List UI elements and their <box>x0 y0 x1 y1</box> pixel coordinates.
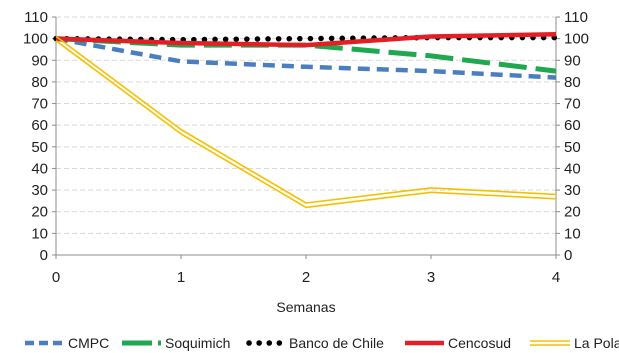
series-la-polar-line-1 <box>55 35 557 204</box>
legend-item-banco-de-chile: Banco de Chile <box>243 333 384 353</box>
legend-item-la-polar: La Polar <box>528 333 619 353</box>
series-la-polar-line-2 <box>55 40 557 209</box>
right-y-tick-label: 10 <box>564 225 581 242</box>
x-axis-ticks: 0 1 2 3 4 <box>52 255 560 286</box>
x-tick-label: 2 <box>302 269 310 286</box>
right-y-tick-label: 50 <box>564 139 581 156</box>
legend-swatch-cmpc <box>25 340 64 346</box>
x-axis-title: Semanas <box>276 299 335 315</box>
legend-label: CMPC <box>68 335 110 351</box>
left-y-tick-label: 20 <box>31 204 48 221</box>
x-tick-label: 4 <box>552 269 560 286</box>
right-y-tick-label: 0 <box>564 247 572 264</box>
legend-label: La Polar <box>574 335 619 351</box>
right-y-tick-label: 20 <box>564 204 581 221</box>
x-tick-label: 3 <box>427 269 435 286</box>
legend-label: Banco de Chile <box>289 335 384 351</box>
left-y-tick-label: 110 <box>24 9 48 26</box>
legend-item-cmpc: CMPC <box>22 333 109 353</box>
left-y-tick-label: 90 <box>31 52 48 69</box>
left-y-tick-label: 60 <box>31 117 48 134</box>
right-y-tick-label: 40 <box>564 160 581 177</box>
left-y-tick-label: 40 <box>31 160 48 177</box>
right-y-tick-label: 60 <box>564 117 581 134</box>
legend-swatch-soquimich <box>122 340 161 346</box>
legend-swatch-la-polar <box>530 340 570 346</box>
right-y-tick-label: 110 <box>564 9 588 26</box>
right-y-tick-label: 100 <box>564 31 589 48</box>
series-cencosud-line <box>55 32 557 48</box>
left-y-tick-label: 70 <box>31 96 48 113</box>
right-y-tick-label: 70 <box>564 96 581 113</box>
left-y-tick-label: 100 <box>23 31 48 48</box>
left-y-axis-ticks: 0 10 20 30 40 50 60 70 80 90 100 110 <box>23 9 56 264</box>
legend: CMPC Soquimich Banco de Chile Cencosud La Po… <box>0 333 619 353</box>
left-y-tick-label: 30 <box>31 182 48 199</box>
legend-swatch-banco-de-chile <box>246 340 287 346</box>
right-y-axis-ticks: 0 10 20 30 40 50 60 70 80 90 100 110 <box>556 9 589 264</box>
legend-label: Cencosud <box>448 335 512 351</box>
legend-swatch-cencosud <box>405 340 444 346</box>
left-y-tick-label: 0 <box>40 247 48 264</box>
legend-item-cencosud: Cencosud <box>402 333 511 353</box>
x-tick-label: 1 <box>177 269 185 286</box>
left-y-tick-label: 50 <box>31 139 48 156</box>
legend-item-soquimich: Soquimich <box>119 333 230 353</box>
legend-label: Soquimich <box>165 335 231 351</box>
left-y-tick-label: 80 <box>31 74 48 91</box>
right-y-tick-label: 30 <box>564 182 581 199</box>
series-cmpc-line <box>55 36 557 80</box>
series-layer <box>53 32 559 209</box>
left-y-tick-label: 10 <box>31 225 48 242</box>
x-tick-label: 0 <box>52 269 60 286</box>
right-y-tick-label: 90 <box>564 52 581 69</box>
right-y-tick-label: 80 <box>564 74 581 91</box>
gridlines <box>56 16 556 234</box>
